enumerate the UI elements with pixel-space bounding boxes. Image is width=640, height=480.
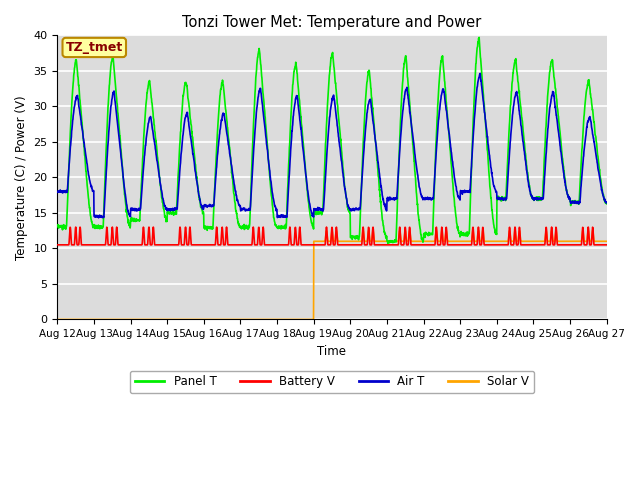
Y-axis label: Temperature (C) / Power (V): Temperature (C) / Power (V)	[15, 95, 28, 260]
X-axis label: Time: Time	[317, 345, 346, 358]
Title: Tonzi Tower Met: Temperature and Power: Tonzi Tower Met: Temperature and Power	[182, 15, 482, 30]
Text: TZ_tmet: TZ_tmet	[66, 41, 123, 54]
Legend: Panel T, Battery V, Air T, Solar V: Panel T, Battery V, Air T, Solar V	[130, 371, 534, 393]
